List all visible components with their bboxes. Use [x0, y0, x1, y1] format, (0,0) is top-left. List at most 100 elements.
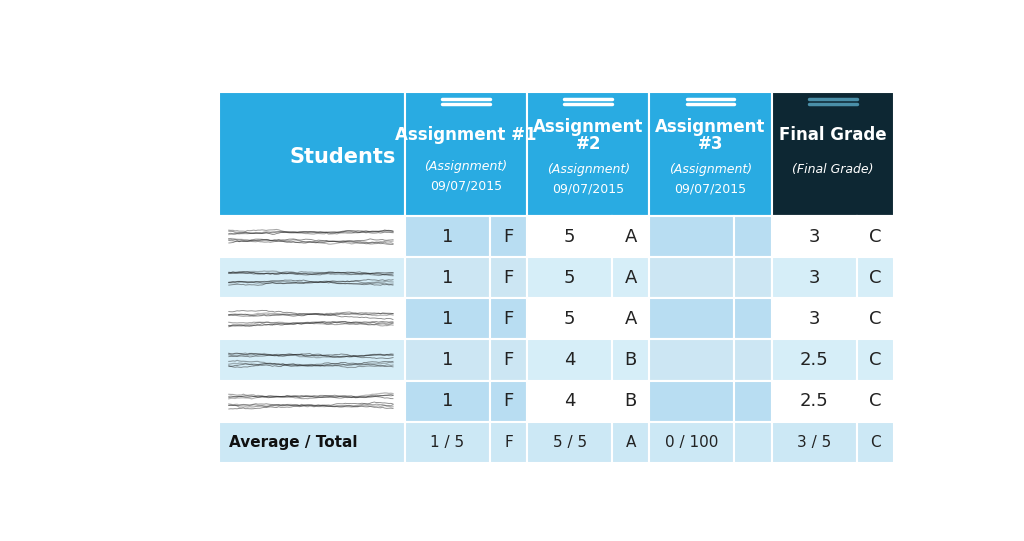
Text: 1: 1: [441, 228, 454, 246]
Text: C: C: [869, 392, 882, 410]
Bar: [404, 421, 490, 463]
Bar: [734, 216, 772, 258]
Text: 1: 1: [441, 310, 454, 328]
Text: 09/07/2015: 09/07/2015: [430, 180, 502, 193]
Text: F: F: [504, 310, 514, 328]
Text: Students: Students: [290, 147, 396, 167]
Bar: [734, 339, 772, 380]
Text: 09/07/2015: 09/07/2015: [675, 182, 746, 195]
Bar: [527, 92, 649, 216]
Text: Average / Total: Average / Total: [229, 435, 357, 450]
Bar: [857, 216, 894, 258]
Text: 5: 5: [564, 269, 575, 287]
Bar: [612, 339, 649, 380]
Bar: [857, 339, 894, 380]
Bar: [219, 380, 404, 421]
Bar: [527, 380, 612, 421]
Text: 0 / 100: 0 / 100: [666, 435, 719, 450]
Text: (Assignment): (Assignment): [425, 160, 508, 173]
Bar: [490, 258, 527, 299]
Bar: [219, 339, 404, 380]
Text: F: F: [504, 228, 514, 246]
Text: C: C: [869, 269, 882, 287]
Bar: [490, 299, 527, 339]
Text: B: B: [625, 392, 637, 410]
Text: F: F: [504, 269, 514, 287]
Bar: [404, 258, 490, 299]
Bar: [772, 258, 857, 299]
Bar: [404, 216, 490, 258]
Bar: [734, 421, 772, 463]
Bar: [219, 421, 404, 463]
Text: 4: 4: [564, 392, 575, 410]
Bar: [649, 339, 734, 380]
Bar: [857, 421, 894, 463]
Text: C: C: [870, 435, 881, 450]
Text: B: B: [625, 351, 637, 369]
Text: 3: 3: [808, 310, 820, 328]
Text: #2: #2: [575, 135, 601, 153]
Bar: [219, 258, 404, 299]
Bar: [649, 380, 734, 421]
Bar: [857, 380, 894, 421]
Text: 3 / 5: 3 / 5: [797, 435, 831, 450]
Bar: [612, 216, 649, 258]
Text: 1: 1: [441, 351, 454, 369]
Bar: [490, 216, 527, 258]
Bar: [527, 299, 612, 339]
Bar: [772, 421, 857, 463]
Text: A: A: [625, 228, 637, 246]
Bar: [772, 92, 894, 216]
Text: 1: 1: [441, 392, 454, 410]
Text: Assignment: Assignment: [534, 118, 643, 136]
Text: #3: #3: [697, 135, 723, 153]
Text: 5: 5: [564, 228, 575, 246]
Bar: [490, 339, 527, 380]
Bar: [527, 216, 612, 258]
Bar: [772, 339, 857, 380]
Text: 2.5: 2.5: [800, 392, 828, 410]
Text: F: F: [504, 435, 513, 450]
Text: (Assignment): (Assignment): [669, 162, 752, 175]
Text: 5: 5: [564, 310, 575, 328]
Text: F: F: [504, 351, 514, 369]
Bar: [219, 216, 404, 258]
Bar: [734, 299, 772, 339]
Text: (Final Grade): (Final Grade): [792, 162, 873, 175]
Text: C: C: [869, 351, 882, 369]
Bar: [649, 258, 734, 299]
Bar: [649, 216, 734, 258]
Bar: [219, 299, 404, 339]
Text: F: F: [504, 392, 514, 410]
Bar: [734, 258, 772, 299]
Text: A: A: [625, 269, 637, 287]
Text: A: A: [625, 310, 637, 328]
Bar: [527, 258, 612, 299]
Text: 3: 3: [808, 228, 820, 246]
Bar: [404, 339, 490, 380]
Bar: [772, 299, 857, 339]
Bar: [649, 299, 734, 339]
Bar: [649, 421, 734, 463]
Bar: [527, 421, 612, 463]
Bar: [612, 258, 649, 299]
Bar: [772, 216, 857, 258]
Text: 09/07/2015: 09/07/2015: [552, 182, 625, 195]
Bar: [404, 380, 490, 421]
Bar: [612, 421, 649, 463]
Bar: [857, 258, 894, 299]
Bar: [857, 299, 894, 339]
Bar: [612, 380, 649, 421]
Bar: [527, 339, 612, 380]
Text: 5 / 5: 5 / 5: [553, 435, 587, 450]
Text: 1: 1: [441, 269, 454, 287]
Bar: [490, 421, 527, 463]
Bar: [649, 92, 772, 216]
Text: 2.5: 2.5: [800, 351, 828, 369]
Bar: [612, 299, 649, 339]
Text: 4: 4: [564, 351, 575, 369]
Text: 1 / 5: 1 / 5: [430, 435, 465, 450]
Text: A: A: [626, 435, 636, 450]
Text: C: C: [869, 310, 882, 328]
Text: (Assignment): (Assignment): [547, 162, 630, 175]
